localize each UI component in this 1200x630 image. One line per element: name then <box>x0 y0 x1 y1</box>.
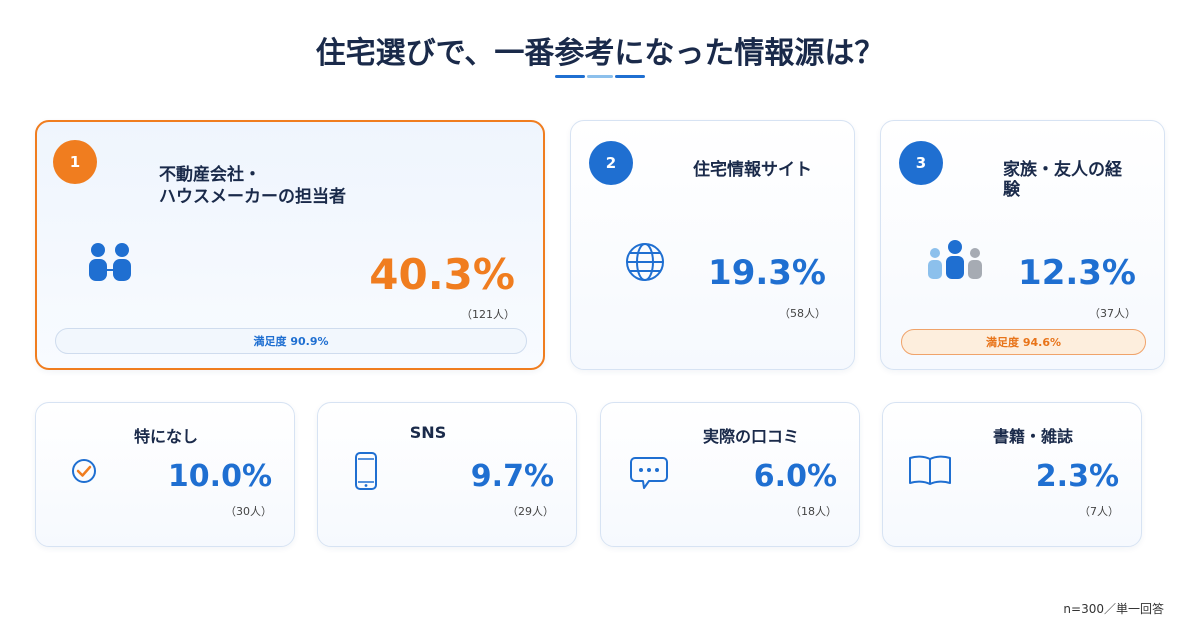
check-icon <box>72 459 96 483</box>
card-percent: 12.3% <box>1018 253 1136 293</box>
card-percent: 40.3% <box>369 250 515 299</box>
chat-bubble-icon <box>630 457 668 489</box>
card-count: （7人） <box>1079 505 1119 518</box>
title-underline <box>555 75 585 78</box>
card-percent: 19.3% <box>708 253 826 293</box>
card-percent: 2.3% <box>1035 459 1119 494</box>
card-rank-4: 特になし 10.0% （30人） <box>35 402 295 547</box>
card-label: 特になし <box>133 427 198 446</box>
card-percent: 10.0% <box>167 459 272 494</box>
card-percent: 9.7% <box>470 459 554 494</box>
page-title: 住宅選びで、一番参考になった情報源は？ <box>315 36 885 71</box>
smartphone-icon <box>355 452 377 490</box>
people-icon <box>89 243 131 281</box>
card-rank-1: 1 不動産会社・ ハウスメーカーの担当者 40.3% （121人） 満足度 90… <box>35 120 545 370</box>
title-underline-end <box>615 75 645 78</box>
globe-icon <box>626 243 664 281</box>
card-rank-5: SNS 9.7% （29人） <box>317 402 577 547</box>
card-count: （37人） <box>1089 307 1136 320</box>
card-count: （30人） <box>225 505 272 518</box>
rank-badge-2: 2 <box>589 141 633 185</box>
satisfaction-badge: 満足度 90.9% <box>55 328 527 354</box>
card-label: 書籍・雑誌 <box>992 427 1073 446</box>
card-count: （121人） <box>461 308 515 321</box>
rank-badge-3: 3 <box>899 141 943 185</box>
card-rank-2: 2 住宅情報サイト 19.3% （58人） <box>570 120 855 370</box>
rank-badge-1: 1 <box>53 140 97 184</box>
book-icon <box>909 455 951 485</box>
card-label-line2: 験 <box>1003 180 1020 200</box>
footnote: n=300／単一回答 <box>1063 602 1164 616</box>
card-count: （58人） <box>779 307 826 320</box>
card-label: 住宅情報サイト <box>693 160 812 180</box>
card-label-line2: ハウスメーカーの担当者 <box>159 187 346 207</box>
card-label-line1: 不動産会社・ <box>159 165 261 185</box>
card-count: （29人） <box>507 505 554 518</box>
card-rank-7: 書籍・雑誌 2.3% （7人） <box>882 402 1142 547</box>
family-icon <box>928 240 982 279</box>
card-label: 実際の口コミ <box>702 427 799 446</box>
title-underline-accent <box>587 75 613 78</box>
card-label-line1: 家族・友人の経 <box>1003 160 1122 180</box>
satisfaction-badge: 満足度 94.6% <box>901 329 1146 355</box>
card-rank-3: 3 家族・友人の経 験 12.3% （37人） 満足度 94.6% <box>880 120 1165 370</box>
card-count: （18人） <box>790 505 837 518</box>
card-rank-6: 実際の口コミ 6.0% （18人） <box>600 402 860 547</box>
card-label: SNS <box>409 423 447 442</box>
card-percent: 6.0% <box>753 459 837 494</box>
